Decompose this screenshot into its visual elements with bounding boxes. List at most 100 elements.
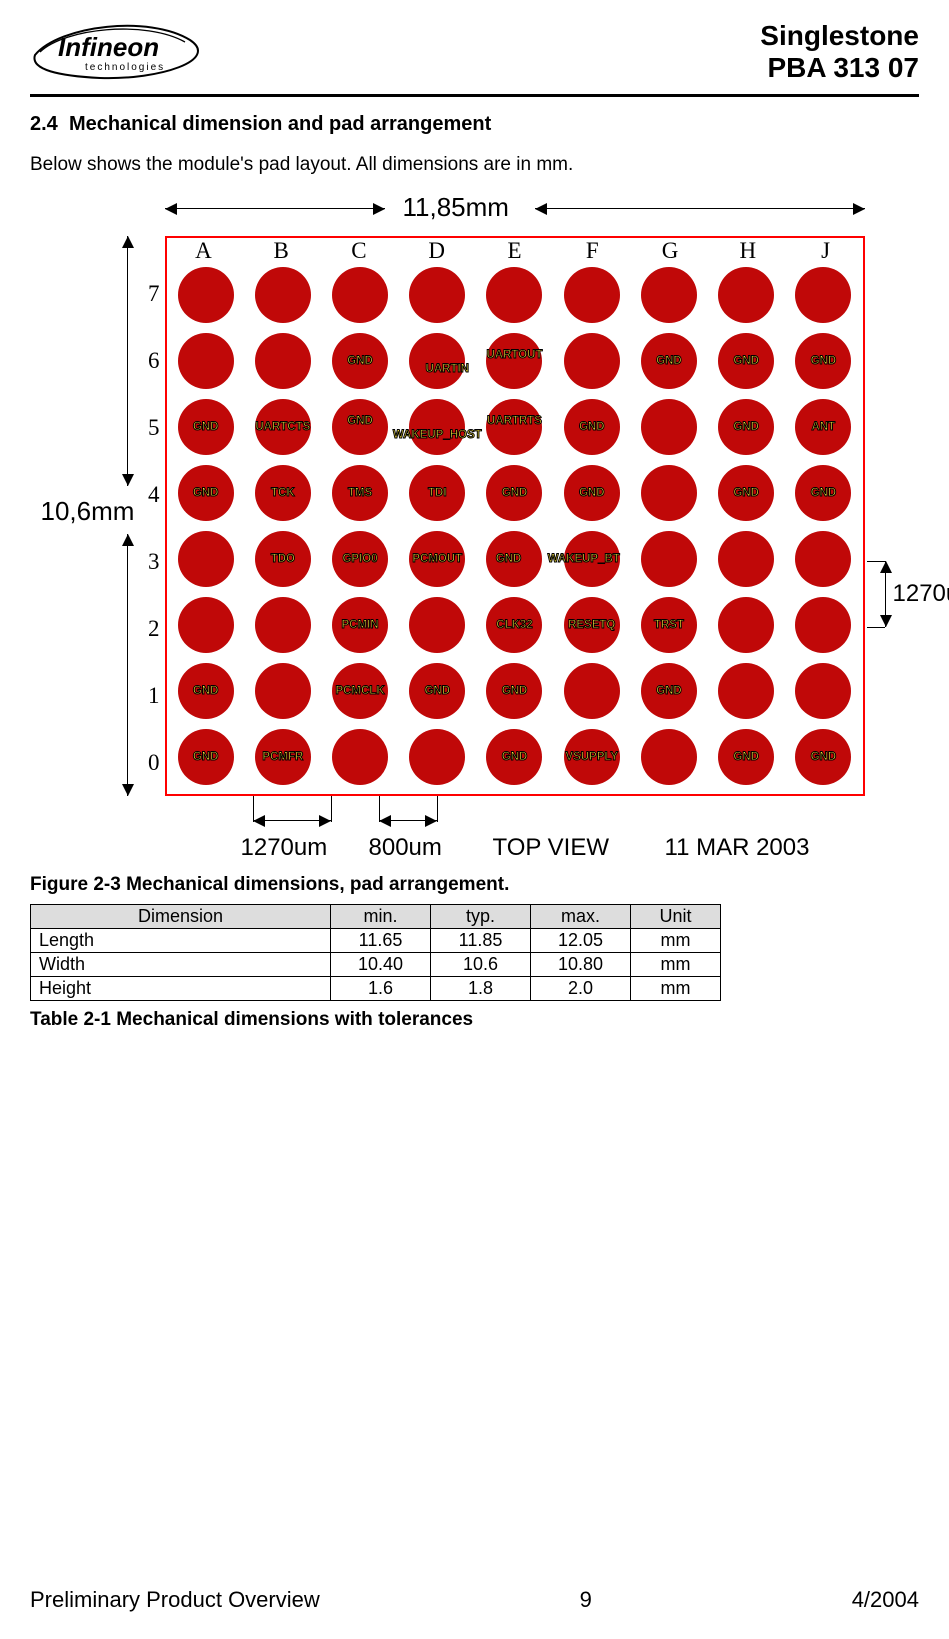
pad: [252, 266, 314, 324]
pad: TDI: [406, 464, 468, 522]
infineon-logo-icon: Infineon technologies: [30, 20, 230, 90]
row-label: 3: [140, 528, 160, 595]
pad: GND: [715, 728, 777, 786]
pad-dot: [718, 597, 774, 653]
pad-dot: [795, 267, 851, 323]
pad-dot: [795, 333, 851, 389]
pad-dot: [255, 663, 311, 719]
pad-dot: [564, 267, 620, 323]
pad: GND: [792, 464, 854, 522]
pad: GND: [561, 464, 623, 522]
col-label: A: [165, 238, 243, 264]
col-label: C: [320, 238, 398, 264]
dim-arrow-diam: [379, 820, 437, 821]
dim-arrow-width-left: [165, 208, 385, 209]
pad: [715, 266, 777, 324]
dimensions-table: Dimensionmin.typ.max.UnitLength11.6511.8…: [30, 904, 721, 1001]
table-cell: 10.40: [331, 953, 431, 977]
pad-dot: [255, 531, 311, 587]
pad-dot: [178, 531, 234, 587]
table-caption: Table 2-1 Mechanical dimensions with tol…: [30, 1009, 919, 1031]
page-footer: Preliminary Product Overview 9 4/2004: [30, 1587, 919, 1613]
pad: GND: [175, 464, 237, 522]
pad: PCMFR: [252, 728, 314, 786]
table-cell: mm: [631, 977, 721, 1001]
dim-height-label: 10,6mm: [41, 496, 135, 527]
pad-dot: [178, 399, 234, 455]
table-cell: 11.65: [331, 929, 431, 953]
pad-dot: [486, 267, 542, 323]
pad: TRST: [638, 596, 700, 654]
pad: GND: [329, 398, 391, 456]
pad-dot: [718, 663, 774, 719]
pad-dot: [178, 729, 234, 785]
pad-dot: [409, 531, 465, 587]
table-row: Width10.4010.610.80mm: [31, 953, 721, 977]
pad-dot: [486, 729, 542, 785]
pad: GND: [483, 728, 545, 786]
pad: GND: [406, 662, 468, 720]
pad-dot: [332, 333, 388, 389]
footer-page-number: 9: [580, 1587, 592, 1613]
pad: [792, 662, 854, 720]
table-cell: 1.8: [431, 977, 531, 1001]
pad: UARTRTS: [483, 398, 545, 456]
pad: [638, 398, 700, 456]
dim-arrow-width-right: [535, 208, 865, 209]
doc-title-line2: PBA 313 07: [760, 52, 919, 84]
pad: PCMOUT: [406, 530, 468, 588]
pad-dot: [409, 729, 465, 785]
pad: GND: [483, 464, 545, 522]
intro-paragraph: Below shows the module's pad layout. All…: [30, 154, 919, 176]
pad-dot: [332, 267, 388, 323]
col-label: E: [476, 238, 554, 264]
pad-dot: [178, 663, 234, 719]
pad: [638, 266, 700, 324]
svg-text:technologies: technologies: [85, 62, 165, 73]
pad-dot: [486, 399, 542, 455]
pad-dot: [332, 531, 388, 587]
pad-dot: [332, 729, 388, 785]
pad: [406, 596, 468, 654]
table-cell: Height: [31, 977, 331, 1001]
pad: [483, 266, 545, 324]
table-cell: 2.0: [531, 977, 631, 1001]
col-label: H: [709, 238, 787, 264]
pad: GND: [483, 662, 545, 720]
pad: GND: [561, 398, 623, 456]
pad-dot: [178, 597, 234, 653]
pad-dot: [409, 333, 465, 389]
table-cell: 1.6: [331, 977, 431, 1001]
pad-dot: [718, 531, 774, 587]
pad-dot: [332, 399, 388, 455]
pad: [561, 332, 623, 390]
pad-dot: [409, 399, 465, 455]
pad: WAKEUP_BT: [561, 530, 623, 588]
pad: VSUPPLY: [561, 728, 623, 786]
pad: [715, 530, 777, 588]
pad: [715, 662, 777, 720]
pad-dot: [255, 729, 311, 785]
pad: GND: [715, 398, 777, 456]
pad: GND: [715, 464, 777, 522]
dim-vpitch-label: 1270um: [893, 580, 949, 608]
pad-dot: [795, 399, 851, 455]
pad-dot: [332, 465, 388, 521]
table-header-cell: Unit: [631, 905, 721, 929]
table-row: Length11.6511.8512.05mm: [31, 929, 721, 953]
table-cell: mm: [631, 953, 721, 977]
table-cell: 10.6: [431, 953, 531, 977]
table-cell: Width: [31, 953, 331, 977]
col-label: G: [631, 238, 709, 264]
pad: PCMIN: [329, 596, 391, 654]
dim-arrow-vpitch: [885, 561, 886, 627]
pad: [638, 728, 700, 786]
pad-dot: [795, 597, 851, 653]
pad-dot: [486, 531, 542, 587]
table-cell: 11.85: [431, 929, 531, 953]
dim-tick: [867, 561, 885, 562]
pad-dot: [641, 597, 697, 653]
pad-dot: [641, 399, 697, 455]
table-header-cell: max.: [531, 905, 631, 929]
pad-dot: [718, 729, 774, 785]
